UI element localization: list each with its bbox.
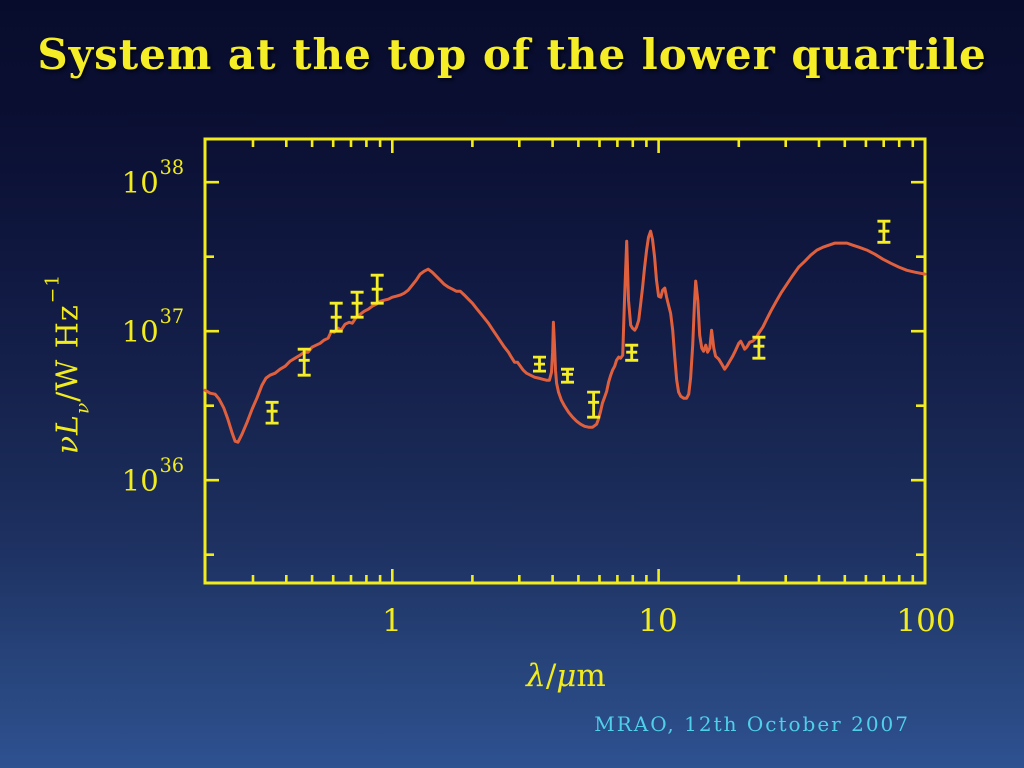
plot-frame <box>203 137 927 585</box>
footer-credit: MRAO, 12th October 2007 <box>594 712 910 736</box>
slide-title: System at the top of the lower quartile <box>37 30 987 79</box>
axis-ticks <box>205 139 927 583</box>
y-tick-label-1e36: 1036 <box>121 453 184 498</box>
x-axis-title: λ/μm <box>526 658 606 694</box>
x-tick-label-100: 100 <box>896 603 956 639</box>
x-tick-label-10: 10 <box>638 603 678 639</box>
y-tick-label-1e37: 1037 <box>121 304 184 349</box>
y-axis-title: νLν/W Hz−1 <box>42 273 94 455</box>
x-tick-label-1: 1 <box>382 603 402 639</box>
y-tick-label-1e38: 1038 <box>121 155 184 200</box>
model-sed-curve <box>203 229 927 444</box>
photometry-error-bars <box>265 219 891 425</box>
